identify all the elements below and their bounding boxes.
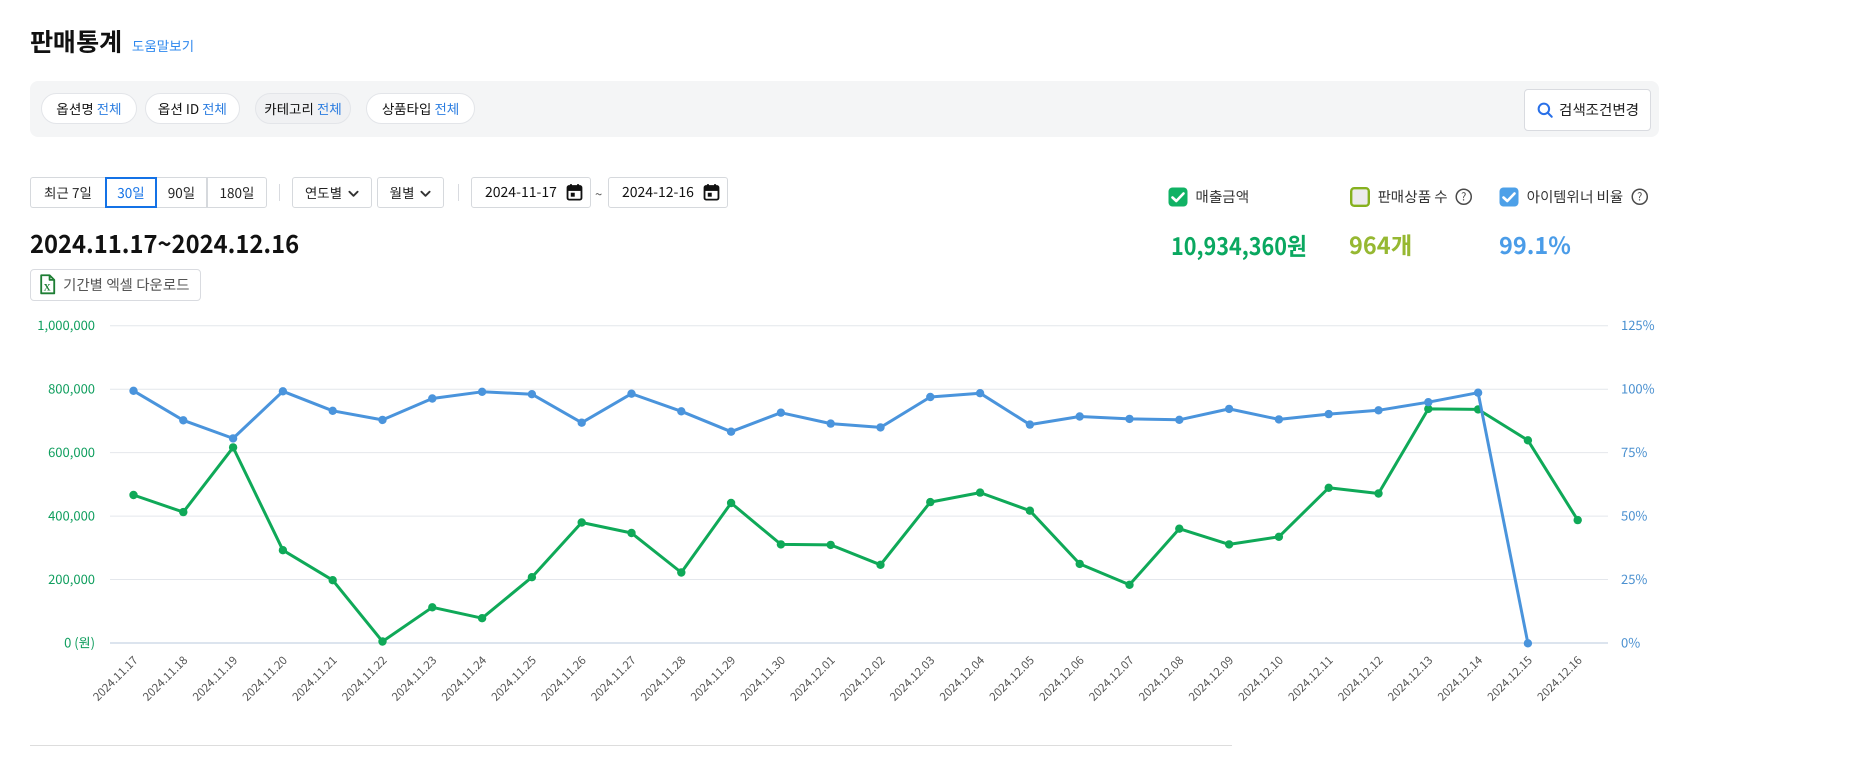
svg-text:2024.11.27: 2024.11.27: [587, 653, 639, 705]
svg-text:2024.12.15: 2024.12.15: [1484, 653, 1536, 705]
svg-text:400,000: 400,000: [48, 506, 95, 525]
svg-text:2024.11.25: 2024.11.25: [488, 653, 540, 705]
svg-text:50%: 50%: [1621, 506, 1647, 525]
svg-text:2024.11.21: 2024.11.21: [289, 653, 341, 705]
svg-text:200,000: 200,000: [48, 569, 95, 588]
svg-text:800,000: 800,000: [48, 379, 95, 398]
svg-text:?: ?: [1637, 189, 1642, 205]
svg-text:0%: 0%: [1621, 633, 1640, 652]
svg-text:2024.11.17: 2024.11.17: [89, 653, 141, 705]
svg-text:2024.11.24: 2024.11.24: [438, 652, 490, 704]
svg-text:0 (원): 0 (원): [64, 633, 95, 652]
svg-text:1,000,000: 1,000,000: [37, 315, 95, 334]
svg-text:2024.12.12: 2024.12.12: [1334, 653, 1386, 705]
svg-text:2024.12.11: 2024.12.11: [1285, 653, 1337, 705]
svg-text:2024.12.10: 2024.12.10: [1235, 653, 1287, 705]
svg-text:2024.11.18: 2024.11.18: [139, 653, 191, 705]
svg-text:125%: 125%: [1621, 315, 1655, 334]
svg-text:2024.11.30: 2024.11.30: [737, 653, 789, 705]
svg-text:25%: 25%: [1621, 569, 1647, 588]
svg-text:2024.12.02: 2024.12.02: [836, 653, 888, 705]
svg-text:2024.11.19: 2024.11.19: [189, 653, 241, 705]
svg-text:2024.12.04: 2024.12.04: [936, 652, 988, 704]
svg-text:?: ?: [1461, 189, 1466, 205]
svg-text:2024.12.06: 2024.12.06: [1036, 653, 1088, 705]
svg-text:X: X: [44, 279, 51, 293]
svg-text:2024.11.22: 2024.11.22: [338, 653, 390, 705]
svg-text:2024.11.26: 2024.11.26: [538, 653, 590, 705]
svg-text:2024.12.05: 2024.12.05: [986, 653, 1038, 705]
svg-text:2024.11.29: 2024.11.29: [687, 653, 739, 705]
svg-text:2024.11.28: 2024.11.28: [637, 653, 689, 705]
svg-text:2024.11.20: 2024.11.20: [239, 653, 291, 705]
svg-text:75%: 75%: [1621, 442, 1647, 461]
svg-text:2024.12.01: 2024.12.01: [787, 653, 839, 705]
svg-text:2024.12.16: 2024.12.16: [1534, 653, 1586, 705]
svg-text:2024.12.08: 2024.12.08: [1135, 653, 1187, 705]
svg-text:2024.11.23: 2024.11.23: [388, 653, 440, 705]
svg-text:2024.12.14: 2024.12.14: [1434, 652, 1486, 704]
svg-text:2024.12.07: 2024.12.07: [1085, 653, 1137, 705]
svg-text:2024.12.09: 2024.12.09: [1185, 653, 1237, 705]
svg-text:2024.12.13: 2024.12.13: [1384, 653, 1436, 705]
svg-text:600,000: 600,000: [48, 442, 95, 461]
svg-text:100%: 100%: [1621, 379, 1655, 398]
svg-text:2024.12.03: 2024.12.03: [886, 653, 938, 705]
